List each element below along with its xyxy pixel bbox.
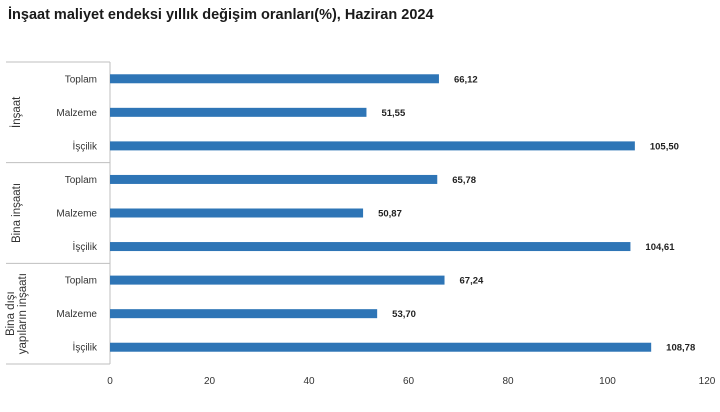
x-tick-label: 20: [204, 376, 216, 387]
category-label: İşçilik: [73, 240, 98, 253]
bar: [110, 309, 378, 319]
category-label: Toplam: [65, 74, 97, 85]
x-tick-label: 0: [107, 376, 113, 387]
x-tick-label: 100: [599, 376, 616, 387]
data-label: 67,24: [460, 276, 484, 287]
category-label: İşçilik: [73, 139, 98, 152]
category-label: Malzeme: [56, 108, 97, 119]
x-tick-label: 120: [699, 376, 716, 387]
data-label: 104,61: [645, 242, 675, 253]
bar: [110, 174, 438, 184]
bar: [110, 208, 364, 218]
bar: [110, 74, 439, 84]
x-tick-label: 60: [403, 376, 415, 387]
bar: [110, 275, 445, 285]
data-label: 105,50: [650, 141, 679, 152]
data-label: 50,87: [378, 209, 402, 220]
group-label-line: İnşaat: [10, 96, 23, 128]
group-label: Bina dışıyapıların inşaatı: [5, 273, 29, 354]
data-label: 65,78: [452, 175, 476, 186]
bar: [110, 342, 652, 352]
data-label: 66,12: [454, 74, 478, 85]
group-label-line: Bina dışı: [5, 291, 17, 336]
data-label: 53,70: [392, 309, 416, 320]
data-label: 108,78: [666, 343, 695, 354]
category-label: Malzeme: [56, 209, 97, 220]
chart-title: İnşaat maliyet endeksi yıllık değişim or…: [8, 7, 434, 23]
bar: [110, 107, 367, 117]
group-label-line: Bina inşaatı: [11, 183, 23, 243]
group-label-line: yapıların inşaatı: [17, 273, 29, 354]
x-tick-label: 40: [303, 376, 315, 387]
category-label: Toplam: [65, 175, 97, 186]
category-label: Toplam: [65, 276, 97, 287]
category-label: İşçilik: [73, 341, 98, 354]
bar: [110, 242, 631, 252]
bar: [110, 141, 635, 151]
x-tick-label: 80: [502, 376, 514, 387]
category-label: Malzeme: [56, 309, 97, 320]
group-label: İnşaat: [10, 96, 23, 128]
data-label: 51,55: [381, 108, 405, 119]
group-label: Bina inşaatı: [11, 183, 23, 243]
